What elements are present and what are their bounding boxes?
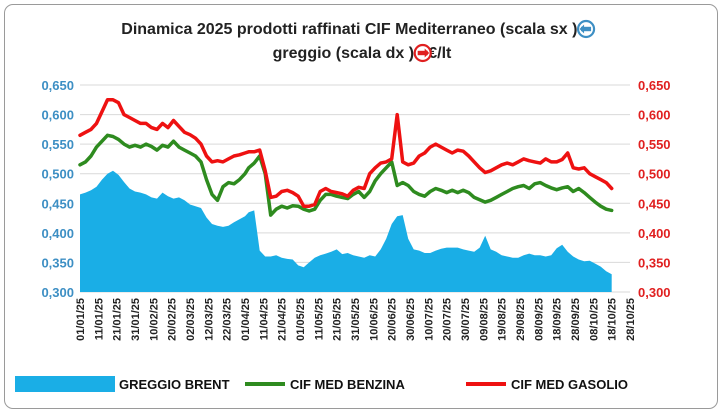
left-axis-tick-label: 0,350: [41, 255, 74, 270]
x-axis-tick-label: 18/09/25: [552, 298, 564, 341]
legend-label: CIF MED GASOLIO: [511, 377, 628, 392]
left-axis-tick-label: 0,600: [41, 108, 74, 123]
x-axis-tick-label: 20/06/25: [387, 298, 399, 341]
legend-item-cif-med-benzina: CIF MED BENZINA: [245, 377, 405, 392]
legend-label: GREGGIO BRENT: [119, 377, 230, 392]
circle-arrow-right-icon: [413, 43, 432, 63]
left-axis-tick-label: 0,300: [41, 285, 74, 300]
x-axis-tick-label: 30/06/25: [405, 298, 417, 341]
title-line-2-part-a: greggio (scala dx: [273, 45, 409, 62]
right-axis-tick-label: 0,400: [638, 226, 671, 241]
chart-title: Dinamica 2025 prodotti raffinati CIF Med…: [121, 19, 596, 63]
x-axis-tick-label: 02/03/25: [185, 298, 197, 341]
x-axis-tick-label: 18/10/25: [607, 298, 619, 341]
x-axis-tick-label: 11/01/25: [93, 298, 105, 340]
right-axis-tick-label: 0,300: [638, 285, 671, 300]
left-axis-tick-label: 0,650: [41, 78, 74, 93]
x-axis-tick-label: 21/05/25: [332, 298, 344, 341]
x-axis-tick-label: 10/07/25: [423, 298, 435, 341]
x-axis-tick-label: 09/08/25: [478, 298, 490, 341]
x-axis: 01/01/25 11/01/25 21/01/25 31/01/25 10/02/25…: [75, 298, 637, 341]
x-axis-tick-label: 31/01/25: [130, 298, 142, 341]
right-axis-tick-label: 0,650: [638, 78, 671, 93]
x-axis-tick-label: 11/05/25: [313, 298, 325, 340]
x-axis-tick-label: 01/01/25: [75, 298, 87, 341]
x-axis-tick-label: 20/02/25: [167, 298, 179, 341]
x-axis-tick-label: 11/04/25: [258, 298, 270, 340]
title-line-1-part-a: Dinamica 2025 prodotti raffinati CIF Med…: [121, 21, 572, 38]
x-axis-tick-label: 29/08/25: [515, 298, 527, 341]
left-axis-tick-label: 0,400: [41, 226, 74, 241]
x-axis-tick-label: 10/06/25: [368, 298, 380, 341]
x-axis-tick-label: 20/07/25: [442, 298, 454, 341]
right-axis-tick-label: 0,600: [638, 108, 671, 123]
x-axis-tick-label: 08/09/25: [533, 298, 545, 341]
circle-arrow-left-icon: [576, 19, 596, 39]
left-axis-tick-label: 0,550: [41, 137, 74, 152]
x-axis-tick-label: 10/02/25: [148, 298, 160, 341]
x-axis-tick-label: 28/10/25: [625, 298, 637, 341]
x-axis-tick-label: 30/07/25: [460, 298, 472, 341]
x-axis-tick-label: 31/05/25: [350, 298, 362, 341]
x-axis-tick-label: 01/05/25: [295, 298, 307, 341]
x-axis-tick-label: 01/04/25: [240, 298, 252, 341]
title-line-1: Dinamica 2025 prodotti raffinati CIF Med…: [121, 21, 591, 38]
legend-label: CIF MED BENZINA: [290, 377, 405, 392]
series-area-greggio-brent: [80, 170, 612, 292]
series-line-cif-med-gasolio: [78, 98, 614, 208]
x-axis-tick-label: 22/03/25: [222, 298, 234, 341]
legend-item-greggio-brent: GREGGIO BRENT: [15, 376, 230, 392]
left-axis-tick-label: 0,450: [41, 196, 74, 211]
x-axis-tick-label: 12/03/25: [203, 298, 215, 341]
x-axis-tick-label: 21/01/25: [112, 298, 124, 341]
x-axis-tick-label: 28/09/25: [570, 298, 582, 341]
x-axis-tick-label: 19/08/25: [497, 298, 509, 341]
series-layer: [78, 98, 614, 292]
left-axis-tick-label: 0,500: [41, 167, 74, 182]
x-axis-tick-label: 21/04/25: [277, 298, 289, 341]
right-axis-tick-label: 0,550: [638, 137, 671, 152]
left-axis: 0,300 0,350 0,400 0,450 0,500 0,550 0,600 0,650: [41, 78, 74, 300]
legend: GREGGIO BRENT CIF MED BENZINA CIF MED GASO…: [15, 376, 628, 392]
right-axis-tick-label: 0,450: [638, 196, 671, 211]
x-axis-tick-label: 08/10/25: [588, 298, 600, 341]
series-line-cif-med-benzina: [78, 133, 614, 217]
legend-swatch: [15, 376, 115, 392]
right-axis-tick-label: 0,500: [638, 167, 671, 182]
right-axis-tick-label: 0,350: [638, 255, 671, 270]
legend-item-cif-med-gasolio: CIF MED GASOLIO: [466, 377, 628, 392]
right-axis: 0,300 0,350 0,400 0,450 0,500 0,550 0,600 0,650: [638, 78, 671, 300]
